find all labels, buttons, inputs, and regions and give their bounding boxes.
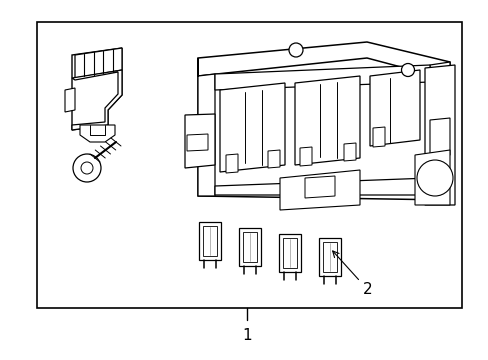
Polygon shape <box>280 170 359 210</box>
Polygon shape <box>80 125 115 142</box>
Polygon shape <box>279 234 301 272</box>
Polygon shape <box>318 238 340 276</box>
Polygon shape <box>429 62 449 200</box>
Polygon shape <box>198 76 449 200</box>
Polygon shape <box>65 88 75 112</box>
Polygon shape <box>186 134 207 151</box>
Polygon shape <box>424 65 454 205</box>
Circle shape <box>288 43 303 57</box>
Polygon shape <box>414 150 449 205</box>
Circle shape <box>401 63 414 77</box>
Polygon shape <box>225 154 238 173</box>
Polygon shape <box>243 232 257 262</box>
Polygon shape <box>37 22 461 308</box>
Polygon shape <box>283 238 296 268</box>
Polygon shape <box>198 58 215 196</box>
Polygon shape <box>215 178 429 195</box>
Polygon shape <box>198 42 449 80</box>
Polygon shape <box>199 222 221 260</box>
Polygon shape <box>72 70 122 130</box>
Polygon shape <box>72 48 122 130</box>
Polygon shape <box>305 176 334 198</box>
Polygon shape <box>184 114 215 168</box>
Polygon shape <box>75 48 122 78</box>
Polygon shape <box>323 242 336 272</box>
Polygon shape <box>215 65 429 90</box>
Polygon shape <box>294 76 359 165</box>
Text: 2: 2 <box>332 251 372 297</box>
Polygon shape <box>203 226 217 256</box>
Polygon shape <box>343 143 355 161</box>
Polygon shape <box>372 127 384 147</box>
Circle shape <box>416 160 452 196</box>
Text: 1: 1 <box>242 328 251 343</box>
Circle shape <box>81 162 93 174</box>
Polygon shape <box>239 228 261 266</box>
Circle shape <box>73 154 101 182</box>
Polygon shape <box>369 70 419 146</box>
Polygon shape <box>299 147 311 166</box>
Polygon shape <box>267 150 280 168</box>
Polygon shape <box>220 83 285 172</box>
Polygon shape <box>429 118 449 157</box>
